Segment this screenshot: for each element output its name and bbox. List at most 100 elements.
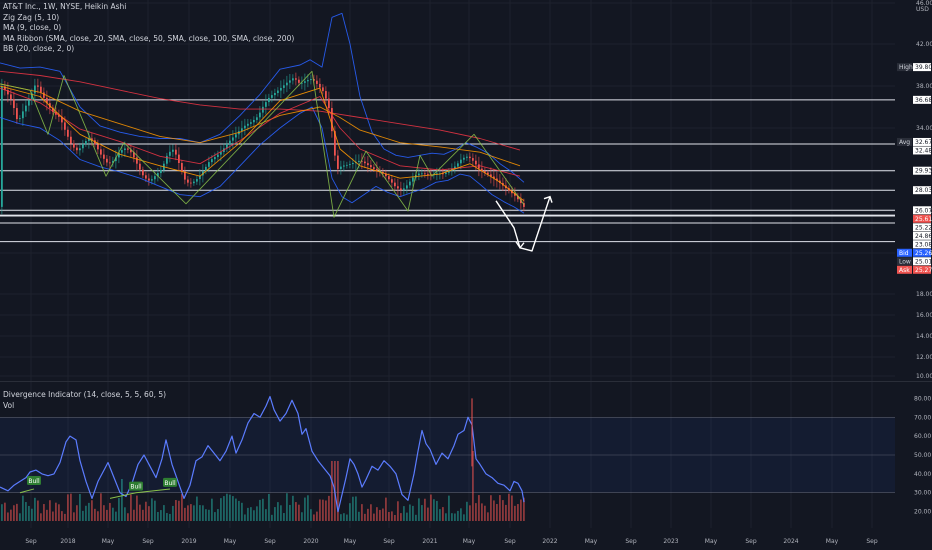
- price-tick-label: 12.00: [916, 354, 932, 361]
- candle-body: [289, 80, 291, 83]
- volume-bar: [424, 498, 426, 521]
- candle-body: [409, 181, 411, 186]
- candle-body: [160, 170, 162, 174]
- volume-bar: [22, 495, 24, 521]
- time-tick-label: 2024: [783, 538, 798, 545]
- candle-body: [193, 181, 195, 184]
- candle-body: [226, 144, 228, 149]
- candle-body: [196, 179, 198, 182]
- volume-bar: [517, 504, 519, 521]
- volume-bar: [133, 509, 135, 521]
- volume-bar: [316, 511, 318, 521]
- candle-body: [364, 161, 366, 164]
- legend-divergence[interactable]: Divergence Indicator (14, close, 5, 5, 6…: [3, 390, 167, 399]
- candle-body: [166, 155, 168, 164]
- candle-body: [148, 178, 150, 181]
- price-tag-value: 32.67: [915, 139, 932, 146]
- price-tick-label: USD: [916, 6, 929, 13]
- bull-divergence-line: [19, 488, 35, 494]
- candle-body: [106, 158, 108, 163]
- price-tag-value: 25.01: [915, 258, 932, 265]
- candle-body: [280, 87, 282, 91]
- volume-bar: [256, 506, 258, 521]
- volume-bar: [313, 514, 315, 521]
- legend-ma-ribbon[interactable]: MA Ribbon (SMA, close, 20, SMA, close, 5…: [3, 33, 295, 43]
- volume-bar: [91, 500, 93, 521]
- candle-body: [82, 144, 84, 149]
- candle-body: [73, 143, 75, 148]
- candle-body: [91, 138, 93, 141]
- volume-bar: [118, 497, 120, 521]
- ma-red-long: [0, 70, 521, 151]
- volume-bar: [400, 513, 402, 521]
- candle-body: [37, 85, 39, 87]
- candle-body: [274, 93, 276, 96]
- price-tag-box: [913, 137, 931, 146]
- legend-volume[interactable]: Vol: [3, 400, 15, 410]
- candle-body: [187, 179, 189, 183]
- candle-body: [424, 173, 426, 175]
- candle-body: [268, 97, 270, 103]
- volume-bar: [382, 508, 384, 521]
- candle-body: [367, 163, 369, 166]
- volume-bar: [406, 512, 408, 521]
- candle-body: [481, 168, 483, 172]
- price-tag: 23.08: [913, 240, 932, 249]
- candle-body: [397, 186, 399, 189]
- candle-body: [298, 79, 300, 83]
- candle-body: [79, 148, 81, 151]
- indicator-axis[interactable]: 80.00 70.00 60.00 50.00 40.00 30.00 20.00: [914, 395, 931, 515]
- price-tag: 25.22: [913, 223, 932, 232]
- legend-bb[interactable]: BB (20, close, 2, 0): [3, 44, 75, 53]
- bull-signals: Bull Bull Bull: [19, 475, 177, 499]
- volume-bar: [37, 500, 39, 521]
- volume-bar: [79, 493, 81, 521]
- candle-body: [34, 85, 36, 94]
- candle-body: [40, 86, 42, 93]
- volume-bar: [103, 505, 105, 521]
- price-tag-value: 39.80: [915, 64, 932, 71]
- candle-body: [343, 165, 345, 167]
- price-tag: 24.86: [913, 231, 932, 240]
- price-tag: 32.67 Avg: [897, 137, 932, 146]
- time-tick-label: May: [705, 538, 718, 545]
- price-tag-value: 25.27: [915, 267, 932, 274]
- volume-bar: [112, 507, 114, 521]
- volume-bar: [223, 496, 225, 521]
- candle-body: [460, 159, 462, 164]
- bull-divergence-line: [109, 488, 171, 499]
- volume-bar: [346, 514, 348, 521]
- legend-zigzag[interactable]: Zig Zag (5, 10): [3, 12, 60, 22]
- volume-bar: [169, 513, 171, 521]
- rsi-line: [0, 395, 525, 513]
- volume-bar: [475, 503, 477, 521]
- candle-body: [10, 94, 12, 100]
- volume-bar: [388, 511, 390, 521]
- price-tag-box: [913, 95, 931, 104]
- indicator-legend: Divergence Indicator (14, close, 5, 5, 6…: [3, 390, 166, 411]
- candle-body: [7, 90, 9, 95]
- volume-bar: [76, 505, 78, 521]
- candle-body: [124, 148, 126, 151]
- price-tick-label: 10.00: [916, 373, 932, 380]
- volume-bar: [253, 510, 255, 521]
- volume-bar: [487, 512, 489, 521]
- price-tag-value: 32.48: [915, 147, 932, 154]
- time-axis[interactable]: Sep 2018 May Sep 2019 May Sep 2020 May Sep 2021 May…: [25, 538, 878, 545]
- price-tag-box: [913, 231, 931, 240]
- volume-bar: [322, 499, 324, 521]
- volume-bar: [520, 499, 522, 521]
- legend-ma[interactable]: MA (9, close, 0): [3, 23, 62, 32]
- legend-symbol[interactable]: AT&T Inc., 1W, NYSE, Heikin Ashi: [3, 2, 127, 11]
- ma-red-short: [0, 87, 521, 177]
- volume-bar: [214, 512, 216, 521]
- candle-body: [478, 164, 480, 169]
- candle-body: [337, 155, 339, 169]
- candle-body: [523, 203, 525, 207]
- bollinger-lower: [0, 106, 525, 214]
- volume-bar: [25, 502, 27, 521]
- price-tag-caption: Avg: [899, 139, 910, 146]
- price-tag-box: [913, 214, 931, 223]
